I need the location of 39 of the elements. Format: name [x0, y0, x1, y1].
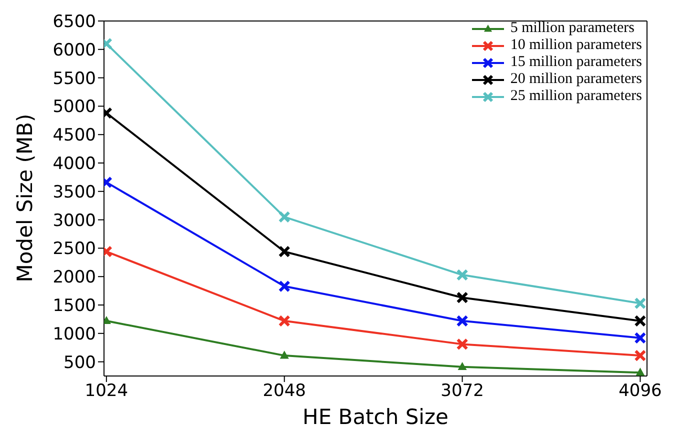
point [456, 314, 468, 327]
x-tick-label: 2048 [262, 381, 306, 402]
x-tick-label: 3072 [440, 381, 484, 402]
point [634, 314, 646, 327]
point [458, 362, 467, 370]
x-tick-label: 1024 [84, 381, 128, 402]
y-tick-label: 4000 [52, 154, 96, 174]
x-axis-title: HE Batch Size [302, 405, 448, 429]
y-tick-label: 2000 [52, 268, 96, 288]
point [634, 332, 646, 344]
y-tick-label: 6000 [52, 40, 96, 60]
legend-label: 10 million parameters [510, 37, 642, 54]
y-tick-label: 4500 [52, 126, 96, 146]
point [636, 368, 645, 376]
y-tick-label: 3500 [52, 182, 96, 202]
legend-label: 5 million parameters [510, 20, 634, 37]
point [278, 210, 290, 223]
y-tick-label: 6500 [52, 12, 96, 32]
point [278, 314, 290, 327]
y-tick-label: 3000 [52, 210, 96, 231]
point [280, 350, 289, 359]
legend-label: 15 million parameters [510, 54, 642, 71]
y-tick-label: 2500 [52, 239, 96, 260]
point [456, 268, 468, 281]
legend-label: 25 million parameters [510, 88, 642, 105]
point [634, 350, 646, 362]
y-axis-title: Model Size (MB) [13, 114, 37, 282]
point [456, 292, 468, 304]
point [634, 297, 646, 310]
y-tick-label: 5000 [52, 97, 96, 118]
y-tick-label: 1000 [52, 324, 96, 344]
x-tick-label: 4096 [618, 381, 662, 402]
point [278, 280, 290, 292]
point [278, 246, 290, 258]
y-tick-label: 500 [64, 352, 96, 373]
legend-label: 20 million parameters [510, 71, 642, 88]
point [456, 338, 468, 350]
y-tick-label: 1500 [52, 296, 96, 316]
y-tick-label: 5500 [52, 68, 96, 89]
